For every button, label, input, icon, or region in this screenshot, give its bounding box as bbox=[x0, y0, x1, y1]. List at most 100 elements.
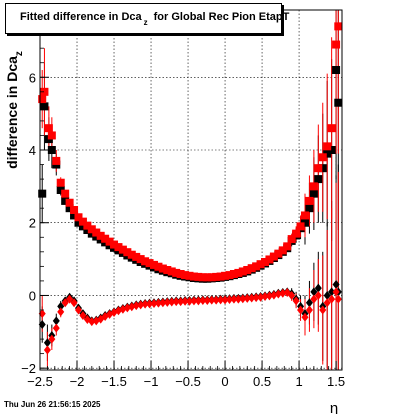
data-point-square bbox=[154, 262, 163, 271]
data-point-square bbox=[243, 266, 252, 274]
data-point-square bbox=[269, 252, 278, 261]
timestamp: Thu Jun 26 21:56:15 2025 bbox=[4, 400, 101, 409]
data-point-diamond bbox=[43, 338, 51, 348]
data-point-square bbox=[247, 264, 256, 273]
data-point-square bbox=[83, 226, 92, 234]
data-point-square bbox=[40, 102, 49, 111]
data-point-square bbox=[287, 235, 296, 244]
data-point-square bbox=[70, 206, 79, 214]
data-point-diamond bbox=[132, 301, 140, 311]
data-point-diamond bbox=[225, 294, 233, 304]
data-point-square bbox=[327, 124, 336, 133]
data-point-diamond bbox=[52, 316, 60, 326]
data-point-diamond bbox=[332, 280, 340, 290]
data-point-diamond bbox=[328, 287, 336, 297]
data-point-square bbox=[314, 164, 323, 173]
data-point-diamond bbox=[181, 296, 189, 306]
data-point-diamond bbox=[163, 297, 171, 307]
chart-title-main: Fitted difference in Dca bbox=[20, 11, 142, 23]
data-point-diamond bbox=[265, 291, 273, 301]
data-point-square bbox=[167, 267, 176, 276]
data-point-square bbox=[141, 257, 150, 266]
chart-title-box: Fitted difference in Dca z for Global Rec … bbox=[5, 3, 289, 34]
data-point-square bbox=[234, 268, 243, 277]
data-point-square bbox=[145, 259, 154, 268]
data-point-square bbox=[323, 149, 332, 158]
data-point-diamond bbox=[168, 297, 176, 307]
data-point-square bbox=[61, 196, 70, 205]
data-point-diamond bbox=[297, 305, 305, 315]
data-point-diamond bbox=[314, 290, 322, 300]
x-tick-label: 1 bbox=[295, 374, 302, 389]
data-point-diamond bbox=[230, 294, 238, 304]
data-point-square bbox=[56, 178, 65, 187]
data-point-diamond bbox=[159, 298, 167, 308]
data-point-square bbox=[56, 186, 65, 194]
data-point-square bbox=[87, 229, 96, 238]
data-point-square bbox=[181, 271, 190, 280]
y-tick-label: 4 bbox=[29, 143, 36, 158]
data-point-square bbox=[132, 252, 141, 261]
data-point-square bbox=[327, 146, 336, 154]
data-point-diamond bbox=[66, 294, 74, 304]
y-axis-label-text: difference in Dca bbox=[4, 56, 20, 169]
data-point-square bbox=[87, 225, 96, 234]
data-point-diamond bbox=[52, 323, 60, 333]
data-point-square bbox=[318, 164, 327, 173]
data-point-diamond bbox=[57, 307, 65, 317]
data-point-square bbox=[256, 260, 265, 269]
data-point-square bbox=[44, 124, 53, 133]
x-axis-label: η bbox=[330, 400, 338, 414]
data-point-square bbox=[216, 272, 225, 281]
data-point-square bbox=[38, 95, 47, 104]
data-point-diamond bbox=[252, 293, 260, 303]
data-point-diamond bbox=[310, 287, 318, 297]
data-point-square bbox=[65, 204, 74, 213]
data-point-diamond bbox=[61, 298, 69, 308]
x-tick-label: −1.5 bbox=[101, 374, 127, 389]
data-point-square bbox=[309, 189, 318, 198]
y-axis-label-sub: z bbox=[14, 51, 25, 56]
data-point-square bbox=[334, 98, 343, 107]
data-point-square bbox=[189, 272, 198, 281]
data-point-diamond bbox=[328, 294, 336, 304]
data-point-diamond bbox=[319, 305, 327, 315]
data-point-diamond bbox=[239, 294, 247, 304]
data-point-diamond bbox=[141, 299, 149, 309]
data-point-diamond bbox=[128, 302, 136, 312]
data-point-diamond bbox=[177, 297, 185, 307]
data-point-diamond bbox=[305, 305, 313, 315]
data-point-diamond bbox=[292, 296, 300, 306]
chart-title: Fitted difference in Dca z for Global Rec … bbox=[20, 11, 289, 27]
data-point-square bbox=[278, 246, 287, 255]
data-point-square bbox=[172, 268, 181, 277]
data-point-diamond bbox=[279, 288, 287, 298]
x-tick-label: −0.5 bbox=[175, 374, 201, 389]
data-point-square bbox=[300, 211, 309, 220]
data-point-square bbox=[96, 231, 105, 240]
data-point-square bbox=[212, 272, 221, 281]
data-point-square bbox=[238, 267, 247, 276]
data-point-diamond bbox=[217, 295, 225, 305]
data-point-diamond bbox=[314, 283, 322, 293]
data-point-diamond bbox=[261, 292, 269, 302]
data-point-square bbox=[65, 198, 74, 207]
data-point-diamond bbox=[74, 305, 82, 315]
chart-title-sub: z bbox=[143, 18, 148, 27]
y-tick-label: 0 bbox=[29, 288, 36, 303]
data-point-square bbox=[305, 196, 314, 205]
data-point-square bbox=[149, 260, 158, 269]
data-point-square bbox=[110, 240, 119, 249]
data-point-square bbox=[185, 271, 194, 280]
data-point-square bbox=[83, 221, 92, 230]
data-point-square bbox=[158, 264, 167, 273]
data-point-diamond bbox=[57, 301, 65, 311]
data-point-square bbox=[70, 211, 79, 220]
data-point-diamond bbox=[194, 296, 202, 306]
x-tick-label: −1 bbox=[144, 374, 159, 389]
data-point-square bbox=[221, 271, 230, 280]
data-point-diamond bbox=[123, 303, 131, 313]
data-point-diamond bbox=[43, 345, 51, 355]
data-point-diamond bbox=[323, 290, 331, 300]
